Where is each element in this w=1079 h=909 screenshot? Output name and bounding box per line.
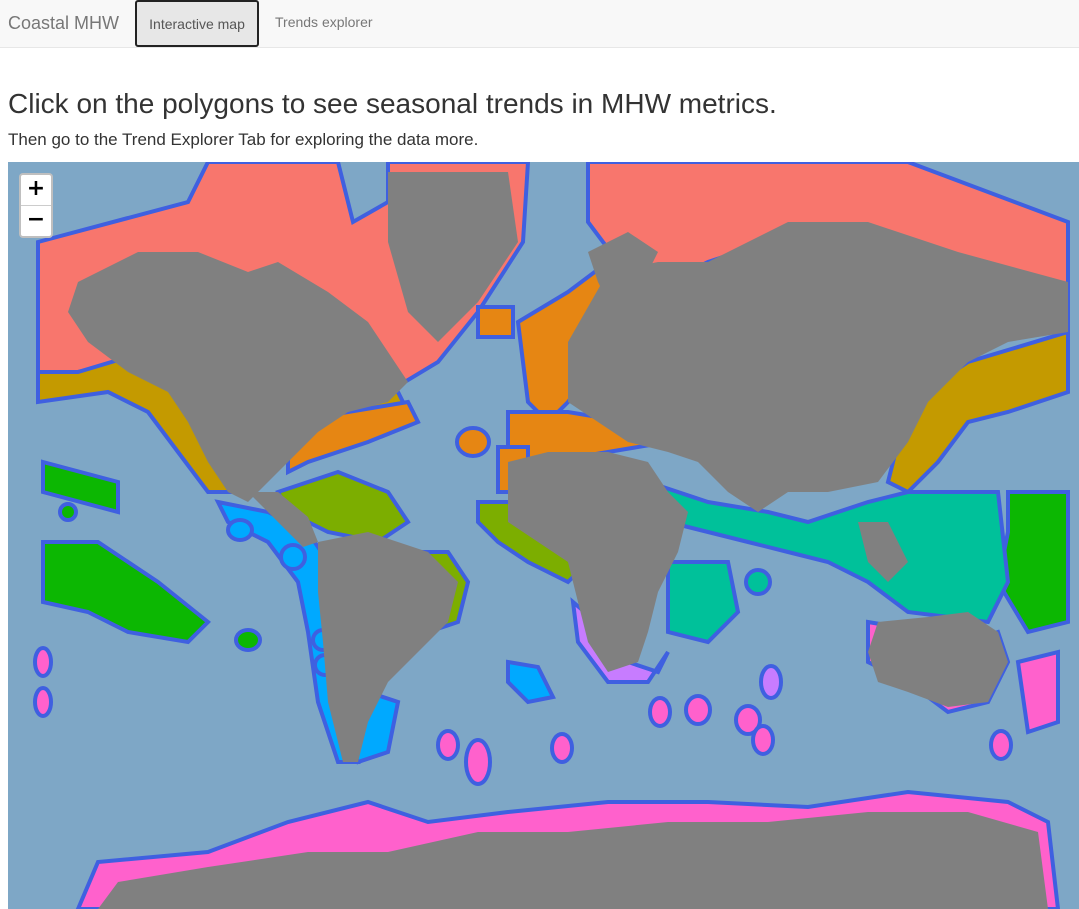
page-subtitle: Then go to the Trend Explorer Tab for ex…	[8, 130, 479, 149]
zoom-out-button[interactable]: −	[21, 205, 51, 236]
tab-trends-explorer[interactable]: Trends explorer	[275, 14, 373, 30]
land	[68, 172, 1068, 909]
zoom-in-button[interactable]: +	[26, 176, 46, 201]
app-brand[interactable]: Coastal MHW	[8, 13, 120, 33]
zoom-control: + −	[19, 173, 53, 238]
tab-interactive-map[interactable]: Interactive map	[135, 0, 259, 47]
page-title: Click on the polygons to see seasonal tr…	[8, 88, 777, 119]
region-indo-pacific[interactable]	[644, 478, 1011, 645]
map-canvas[interactable]	[8, 162, 1079, 909]
world-map[interactable]: + −	[8, 162, 1079, 909]
region-tropical-pacific-islands[interactable]	[41, 459, 1070, 652]
navbar: Coastal MHW Interactive map Trends explo…	[0, 0, 1079, 48]
